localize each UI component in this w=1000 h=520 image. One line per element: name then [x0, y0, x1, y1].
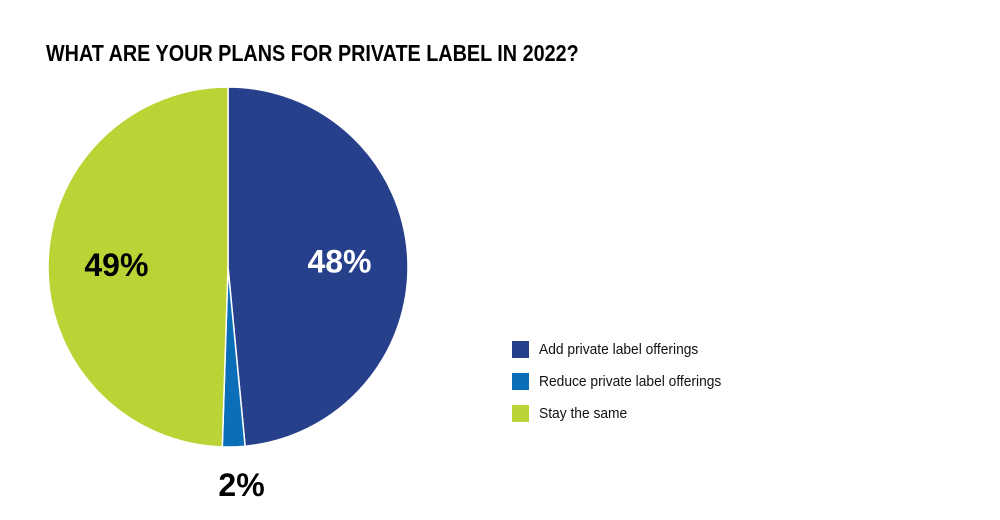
legend-item-add: Add private label offerings: [512, 338, 737, 360]
legend-label-add: Add private label offerings: [539, 340, 699, 358]
legend-item-reduce: Reduce private label offerings: [512, 370, 737, 392]
legend: Add private label offerings Reduce priva…: [512, 338, 737, 434]
slice-label-reduce: 2%: [218, 467, 264, 503]
slice-label-same: 49%: [84, 247, 148, 283]
chart-title: WHAT ARE YOUR PLANS FOR PRIVATE LABEL IN…: [46, 40, 579, 66]
legend-label-reduce: Reduce private label offerings: [539, 372, 722, 390]
slice-label-add: 48%: [307, 244, 371, 280]
legend-item-same: Stay the same: [512, 402, 737, 424]
legend-swatch-reduce: [512, 372, 529, 390]
legend-swatch-same: [512, 404, 529, 422]
pie-slice-same: [47, 86, 229, 448]
legend-label-same: Stay the same: [539, 404, 628, 422]
pie-slice-add: [227, 86, 409, 448]
legend-swatch-add: [512, 340, 529, 358]
